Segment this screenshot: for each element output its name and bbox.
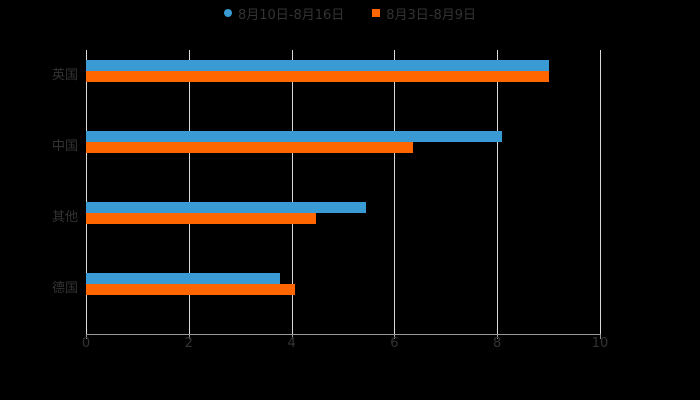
bar-series-2[interactable] (86, 283, 296, 295)
x-tick (188, 334, 190, 339)
y-category-label: 其他 (51, 209, 78, 225)
x-tick-label: 8 (493, 336, 502, 351)
x-tick (497, 334, 499, 339)
legend-circle-icon (223, 9, 232, 17)
gridline (600, 50, 601, 334)
legend-item-series-1[interactable]: 8月10日-8月16日 (223, 4, 345, 23)
gridline (394, 50, 396, 334)
x-tick (86, 334, 87, 339)
bar-series-1[interactable] (86, 272, 280, 284)
gridline (188, 50, 190, 334)
x-tick-label: 10 (591, 336, 609, 351)
gridline (497, 50, 499, 334)
bar-series-1[interactable] (86, 59, 549, 71)
legend-label: 8月10日-8月16日 (237, 7, 345, 23)
legend-square-icon (372, 9, 381, 17)
x-tick-label: 2 (184, 336, 193, 351)
gridline (291, 50, 293, 334)
bar-series-1[interactable] (86, 130, 503, 142)
x-tick (600, 334, 601, 339)
legend-label: 8月3日-8月9日 (386, 7, 477, 23)
chart-legend: 8月10日-8月16日 8月3日-8月9日 (0, 4, 700, 23)
x-tick-label: 4 (287, 336, 296, 351)
bar-series-2[interactable] (86, 141, 413, 153)
bar-series-2[interactable] (86, 212, 316, 224)
legend-item-series-2[interactable]: 8月3日-8月9日 (372, 4, 476, 23)
bar-series-2[interactable] (86, 70, 549, 82)
gridline (86, 50, 87, 334)
y-category-label: 英国 (51, 67, 78, 83)
x-tick (291, 334, 293, 339)
x-tick-label: 0 (81, 336, 91, 351)
x-axis-line (86, 334, 600, 335)
x-tick-label: 6 (390, 336, 399, 351)
x-tick (394, 334, 396, 339)
bar-series-1[interactable] (86, 201, 367, 213)
y-category-label: 中国 (51, 138, 78, 154)
y-category-label: 德国 (51, 280, 78, 296)
